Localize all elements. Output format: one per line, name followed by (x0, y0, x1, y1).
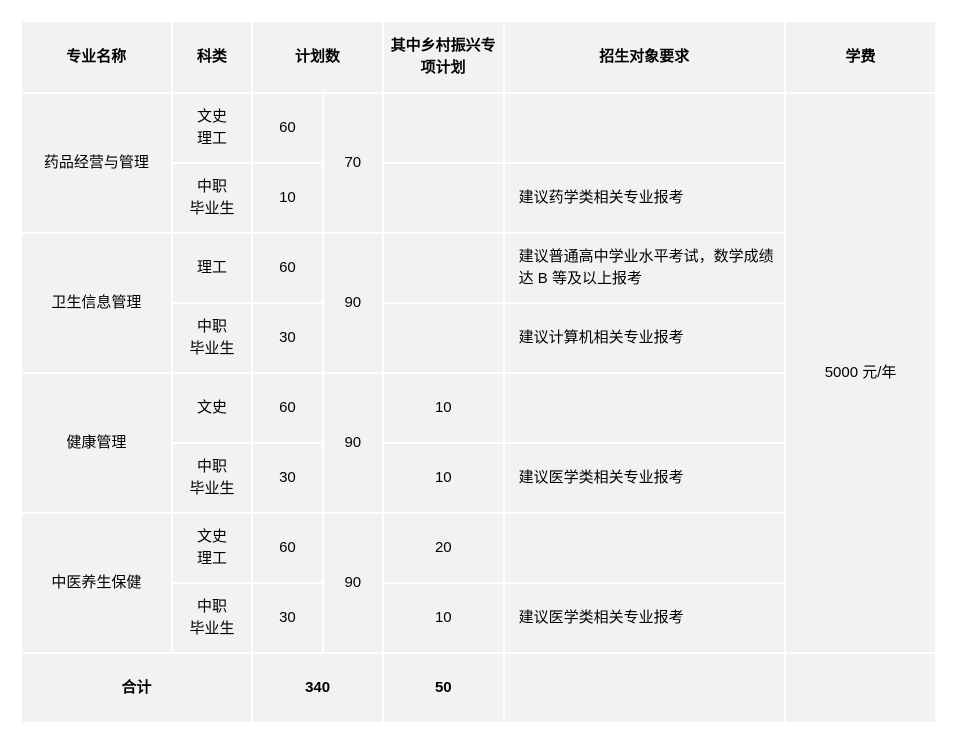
subtotal-cell: 90 (323, 373, 383, 513)
plan-cell: 30 (252, 443, 322, 513)
table-row: 药品经营与管理 文史理工 60 70 5000 元/年 (21, 93, 936, 163)
requirement-cell: 建议计算机相关专业报考 (504, 303, 786, 373)
major-name: 健康管理 (21, 373, 172, 513)
total-fee-empty (785, 653, 936, 723)
requirement-cell: 建议医学类相关专业报考 (504, 443, 786, 513)
header-fee: 学费 (785, 21, 936, 93)
requirement-cell (504, 513, 786, 583)
plan-cell: 30 (252, 303, 322, 373)
total-special: 50 (383, 653, 504, 723)
major-name: 药品经营与管理 (21, 93, 172, 233)
subtotal-cell: 70 (323, 93, 383, 233)
total-label: 合计 (21, 653, 252, 723)
enrollment-table: 专业名称 科类 计划数 其中乡村振兴专项计划 招生对象要求 学费 药品经营与管理… (20, 20, 937, 724)
category-cell: 中职毕业生 (172, 303, 252, 373)
category-cell: 文史 (172, 373, 252, 443)
header-category: 科类 (172, 21, 252, 93)
special-cell (383, 163, 504, 233)
total-req-empty (504, 653, 786, 723)
subtotal-cell: 90 (323, 233, 383, 373)
plan-cell: 30 (252, 583, 322, 653)
special-cell: 10 (383, 583, 504, 653)
special-cell (383, 303, 504, 373)
category-cell: 中职毕业生 (172, 583, 252, 653)
total-row: 合计 340 50 (21, 653, 936, 723)
special-cell: 10 (383, 373, 504, 443)
header-major: 专业名称 (21, 21, 172, 93)
requirement-cell (504, 373, 786, 443)
plan-cell: 60 (252, 233, 322, 303)
major-name: 卫生信息管理 (21, 233, 172, 373)
major-name: 中医养生保健 (21, 513, 172, 653)
total-plan: 340 (252, 653, 383, 723)
subtotal-cell: 90 (323, 513, 383, 653)
plan-cell: 60 (252, 373, 322, 443)
plan-cell: 60 (252, 93, 322, 163)
header-row: 专业名称 科类 计划数 其中乡村振兴专项计划 招生对象要求 学费 (21, 21, 936, 93)
category-cell: 文史理工 (172, 93, 252, 163)
special-cell (383, 93, 504, 163)
special-cell: 10 (383, 443, 504, 513)
plan-cell: 60 (252, 513, 322, 583)
requirement-cell (504, 93, 786, 163)
category-cell: 文史理工 (172, 513, 252, 583)
category-cell: 中职毕业生 (172, 443, 252, 513)
category-cell: 理工 (172, 233, 252, 303)
special-cell: 20 (383, 513, 504, 583)
header-special: 其中乡村振兴专项计划 (383, 21, 504, 93)
category-cell: 中职毕业生 (172, 163, 252, 233)
header-plan: 计划数 (252, 21, 383, 93)
requirement-cell: 建议医学类相关专业报考 (504, 583, 786, 653)
special-cell (383, 233, 504, 303)
header-requirement: 招生对象要求 (504, 21, 786, 93)
fee-cell: 5000 元/年 (785, 93, 936, 653)
requirement-cell: 建议药学类相关专业报考 (504, 163, 786, 233)
requirement-cell: 建议普通高中学业水平考试，数学成绩达 B 等及以上报考 (504, 233, 786, 303)
plan-cell: 10 (252, 163, 322, 233)
